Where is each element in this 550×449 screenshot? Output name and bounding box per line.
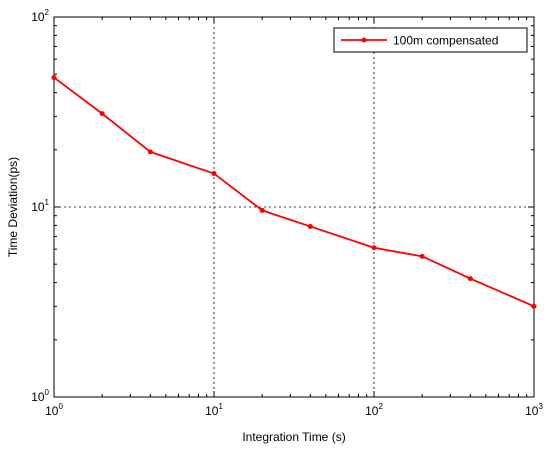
x-tick-label-base: 10 [45,404,59,418]
data-point [99,111,105,117]
legend-label-series-1: 100m compensated [393,34,498,48]
x-tick-label-base: 10 [525,404,539,418]
y-tick-label-exp: 2 [45,8,50,17]
y-tick-label-1: 101 [31,198,49,214]
y-axis-label: Time Deviation(ps) [6,157,20,257]
plot-frame [53,16,535,398]
x-tick-label-base: 10 [205,404,219,418]
data-point [371,245,377,251]
x-axis-label: Integration Time (s) [242,430,345,444]
data-point [467,276,473,282]
series-group [51,75,537,309]
legend: 100m compensated [333,27,528,53]
grid [54,17,534,397]
x-tick-label-exp: 1 [218,402,223,411]
x-tick-labels: 100 101 102 103 [45,402,543,418]
data-point [531,303,537,309]
x-tick-label-exp: 3 [538,402,543,411]
x-tick-label-1: 101 [205,402,223,418]
x-tick-label-exp: 2 [378,402,383,411]
x-tick-label-0: 100 [45,402,63,418]
y-tick-label-exp: 1 [45,198,50,207]
y-tick-label-2: 102 [31,8,49,24]
y-tick-label-base: 10 [31,10,45,24]
data-point [307,223,313,229]
x-tick-label-exp: 0 [58,402,63,411]
legend-marker [361,37,367,43]
data-point [51,75,57,81]
y-tick-label-base: 10 [31,390,45,404]
data-point [211,171,217,177]
y-tick-label-base: 10 [31,200,45,214]
data-point [147,149,153,155]
data-point [419,253,425,259]
x-tick-label-3: 103 [525,402,543,418]
x-tick-label-base: 10 [365,404,379,418]
series-line-1 [53,76,535,308]
data-point [259,207,265,213]
y-tick-label-exp: 0 [45,388,50,397]
y-tick-label-0: 100 [31,388,49,404]
x-tick-label-2: 102 [365,402,383,418]
